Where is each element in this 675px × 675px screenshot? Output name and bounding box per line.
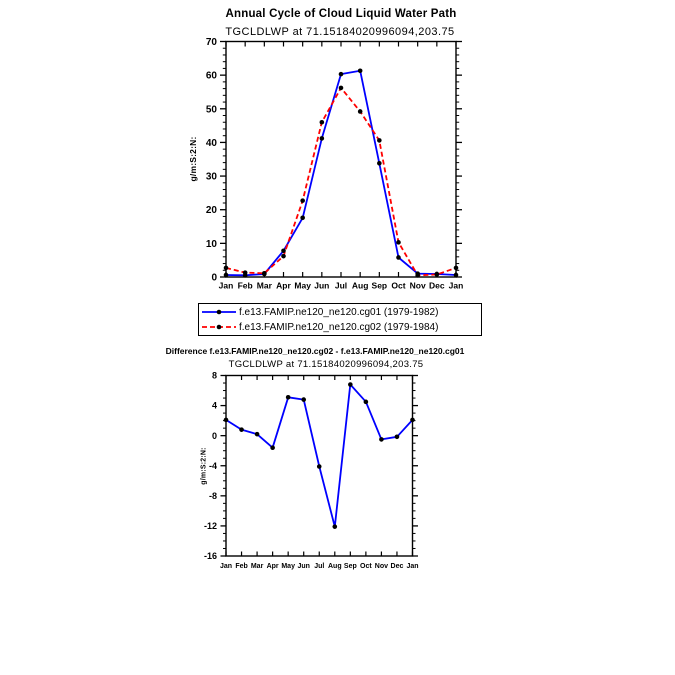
data-point-marker [262,270,267,276]
data-point-marker [301,397,307,402]
data-point-marker [223,265,229,271]
series-line-0 [225,383,414,528]
x-tick-label: Oct [360,563,372,570]
x-tick-label: Feb [238,281,253,291]
data-point-marker [285,395,291,400]
legend-item-cg01: f.e13.FAMIP.ne120_ne120.cg01 (1979-1982) [200,305,480,319]
top-chart-subtitle: TGCLDLWP at 71.15184020996094,203.75 [225,26,455,38]
x-tick-label: Mar [257,281,273,291]
x-tick-label: Aug [328,563,342,570]
legend-label-cg02: f.e13.FAMIP.ne120_ne120.cg02 (1979-1984) [239,321,439,333]
data-point-marker [357,68,363,74]
series-line-1 [225,87,457,277]
data-point-marker [348,382,353,387]
data-point-marker [270,445,275,451]
x-tick-label: May [281,563,295,570]
x-tick-label: Jan [219,281,234,291]
x-tick-label: Jun [314,281,329,291]
data-point-marker [332,524,338,529]
data-point-marker [379,437,384,442]
x-tick-label: May [294,281,311,291]
x-tick-label: Nov [375,563,388,570]
y-tick-label: -4 [209,461,217,471]
y-tick-label: -16 [204,551,217,561]
data-point-marker [338,85,344,91]
y-tick-label: -12 [204,521,217,531]
x-tick-label: Jun [297,563,309,570]
data-point-marker [254,431,260,437]
legend-label-cg01: f.e13.FAMIP.ne120_ne120.cg01 (1979-1982) [239,306,439,318]
y-tick-label: 0 [212,431,217,441]
x-tick-label: Feb [235,563,247,570]
data-point-marker [319,136,325,141]
x-tick-label: Dec [429,281,445,291]
data-point-marker [242,270,248,275]
y-tick-label: 30 [206,172,218,183]
difference-chart-y-axis-label: g/m:S:2:N: [200,447,208,485]
data-point-marker [396,255,401,260]
y-tick-label: 10 [206,239,218,250]
x-tick-label: Dec [391,563,404,570]
data-point-marker [410,417,415,423]
data-point-marker [453,265,459,271]
x-tick-label: Apr [276,281,291,291]
data-point-marker [300,215,305,221]
x-tick-label: Sep [372,281,388,291]
y-tick-label: 4 [212,401,217,411]
data-point-marker [319,119,325,125]
x-tick-label: Jan [449,281,464,291]
top-chart-title: Annual Cycle of Cloud Liquid Water Path [225,8,457,20]
x-tick-label: Jul [314,563,324,570]
legend: f.e13.FAMIP.ne120_ne120.cg01 (1979-1982)… [198,303,482,336]
data-point-marker [281,248,286,254]
legend-line-sample-blue-solid-icon [202,309,236,315]
data-point-marker [223,417,229,423]
data-point-marker [357,109,363,114]
x-tick-label: Mar [251,563,264,570]
x-tick-label: Jul [335,281,347,291]
data-point-marker [453,272,459,278]
x-tick-label: Nov [410,281,426,291]
y-tick-label: 8 [212,371,217,381]
y-tick-label: 50 [206,104,218,115]
data-point-marker [363,399,369,405]
data-point-marker [396,240,401,245]
y-tick-label: -8 [209,491,217,501]
data-point-marker [239,427,244,432]
data-point-marker [300,198,305,203]
data-point-marker [434,272,440,277]
x-tick-label: Oct [391,281,405,291]
x-tick-label: Jan [220,563,232,570]
y-tick-label: 60 [206,71,218,82]
data-point-marker [377,160,382,166]
data-point-marker [281,253,286,259]
legend-line-sample-red-dashed-icon [202,324,236,330]
x-tick-label: Jan [406,563,418,570]
data-point-marker [316,464,322,469]
annual-cycle-plot: 0 10 20 30 40 50 60 70 Jan Feb Mar Apr May Jun Jul Aug S… [206,37,463,291]
legend-item-cg02: f.e13.FAMIP.ne120_ne120.cg02 (1979-1984) [200,320,480,334]
x-tick-label: Sep [344,563,357,570]
x-tick-label: Aug [352,281,369,291]
data-point-marker [394,434,400,440]
top-chart-y-axis-label: g/m:S:2:N: [188,136,198,182]
data-point-marker [338,71,344,77]
y-tick-label: 70 [206,37,218,48]
difference-chart-title: Difference f.e13.FAMIP.ne120_ne120.cg02 … [165,346,465,356]
data-point-marker [223,272,229,278]
y-tick-label: 40 [206,138,218,149]
series-line-0 [225,69,457,277]
difference-chart-subtitle: TGCLDLWP at 71.15184020996094,203.75 [228,359,424,370]
data-point-marker [415,273,420,278]
x-tick-label: Apr [267,563,279,570]
data-point-marker [377,138,382,143]
y-tick-label: 20 [206,205,218,216]
y-tick-label: 0 [211,273,217,284]
